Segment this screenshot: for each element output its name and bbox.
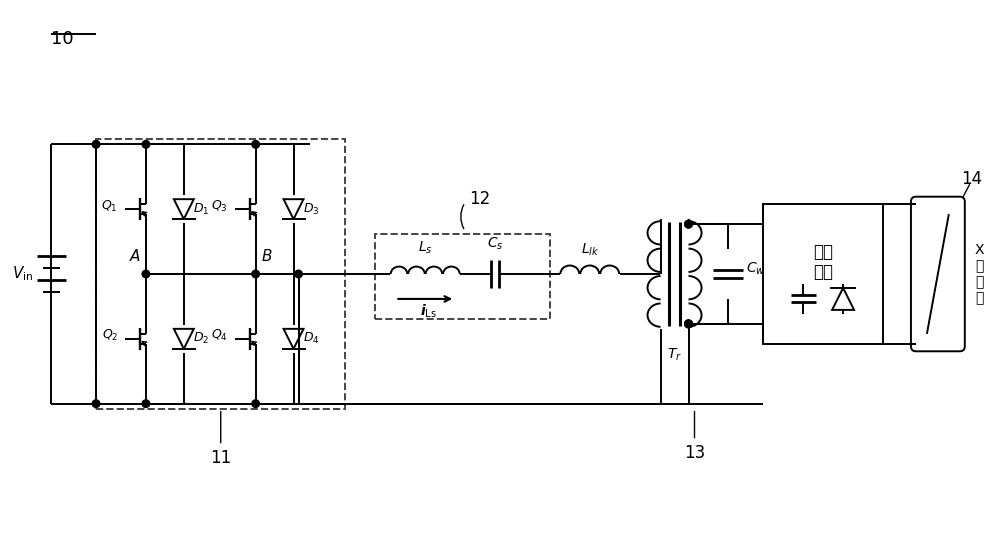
Text: 倍压
整流: 倍压 整流 [813,243,833,281]
Text: 14: 14 [961,170,982,188]
Text: $Q_2$: $Q_2$ [102,328,118,343]
Circle shape [252,141,259,148]
Text: 12: 12 [469,190,491,208]
Text: $Q_4$: $Q_4$ [211,328,228,343]
Circle shape [685,320,692,328]
Text: 10: 10 [51,30,74,47]
Text: $D_4$: $D_4$ [303,331,319,347]
Text: $L_s$: $L_s$ [418,240,432,256]
Text: $L_{lk}$: $L_{lk}$ [581,241,599,258]
Text: X
射
线
管: X 射 线 管 [975,243,984,305]
Text: $A$: $A$ [129,248,141,264]
Circle shape [685,320,692,328]
Circle shape [142,400,150,407]
Text: 13: 13 [684,444,705,461]
Text: $\boldsymbol{i}_{\rm Ls}$: $\boldsymbol{i}_{\rm Ls}$ [420,303,437,320]
Circle shape [252,400,259,407]
Text: 11: 11 [210,448,231,467]
Circle shape [252,270,259,278]
Circle shape [685,220,692,228]
Circle shape [92,400,100,407]
Text: $V_{\rm in}$: $V_{\rm in}$ [12,265,33,284]
Text: $D_1$: $D_1$ [193,202,209,217]
Text: $D_2$: $D_2$ [193,331,209,347]
Bar [763,204,883,344]
Circle shape [142,270,150,278]
Text: $Q_3$: $Q_3$ [211,198,228,214]
Circle shape [295,270,302,278]
Text: $C_s$: $C_s$ [487,236,503,252]
Text: $Q_1$: $Q_1$ [101,198,118,214]
Circle shape [685,220,692,228]
Bar [375,234,550,319]
Circle shape [92,141,100,148]
Text: $D_3$: $D_3$ [303,202,319,217]
Text: $B$: $B$ [261,248,272,264]
Bar [96,140,345,409]
Text: $C_w$: $C_w$ [746,261,766,277]
Circle shape [685,320,692,328]
Circle shape [142,141,150,148]
Text: $T_r$: $T_r$ [667,347,682,363]
